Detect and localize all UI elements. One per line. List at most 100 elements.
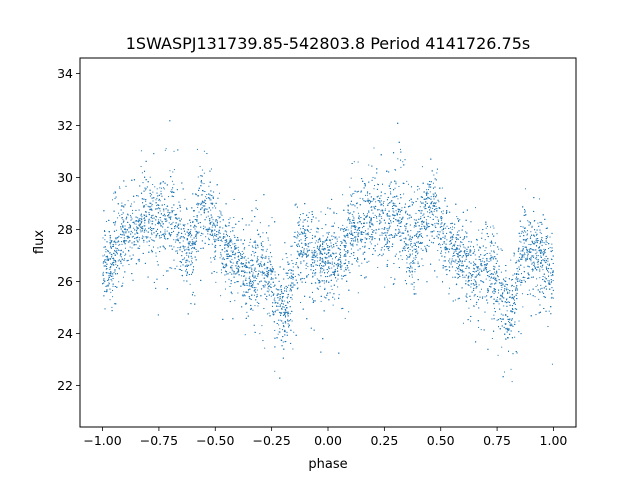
- data-point: [137, 217, 139, 219]
- data-point: [514, 336, 516, 338]
- data-point: [122, 205, 124, 207]
- data-point: [121, 217, 123, 219]
- data-point: [222, 237, 224, 239]
- data-point: [154, 215, 156, 217]
- data-point: [547, 235, 549, 237]
- data-point: [522, 306, 524, 308]
- data-point: [173, 150, 175, 152]
- data-point: [212, 219, 214, 221]
- data-point: [298, 232, 300, 234]
- data-point: [530, 260, 532, 262]
- data-point: [464, 252, 466, 254]
- data-point: [229, 260, 231, 262]
- data-point: [547, 260, 549, 262]
- data-point: [364, 245, 366, 247]
- data-point: [488, 260, 490, 262]
- data-point: [138, 218, 140, 220]
- data-point: [413, 219, 415, 221]
- data-point: [245, 303, 247, 305]
- data-point: [328, 270, 330, 272]
- data-point: [356, 207, 358, 209]
- data-point: [120, 260, 122, 262]
- data-point: [392, 236, 394, 238]
- data-point: [498, 303, 500, 305]
- data-point: [478, 229, 480, 231]
- data-point: [202, 233, 204, 235]
- data-point: [483, 282, 485, 284]
- data-point: [184, 198, 186, 200]
- data-point: [493, 244, 495, 246]
- data-point: [449, 237, 451, 239]
- data-point: [470, 280, 472, 282]
- data-point: [489, 279, 491, 281]
- data-point: [539, 246, 541, 248]
- data-point: [214, 224, 216, 226]
- data-point: [501, 301, 503, 303]
- data-point: [322, 268, 324, 270]
- data-point: [490, 283, 492, 285]
- data-point: [408, 214, 410, 216]
- data-point: [446, 269, 448, 271]
- data-point: [316, 253, 318, 255]
- data-point: [150, 202, 152, 204]
- data-point: [311, 250, 313, 252]
- data-point: [235, 245, 237, 247]
- data-point: [214, 233, 216, 235]
- data-point: [413, 226, 415, 228]
- data-point: [395, 253, 397, 255]
- data-point: [140, 220, 142, 222]
- data-point: [339, 252, 341, 253]
- data-point: [480, 280, 482, 282]
- data-point: [118, 235, 120, 237]
- data-point: [520, 232, 522, 234]
- data-point: [282, 258, 284, 260]
- data-point: [395, 181, 397, 183]
- data-point: [122, 230, 124, 232]
- data-point: [284, 315, 286, 317]
- data-point: [196, 148, 198, 150]
- data-point: [112, 285, 114, 287]
- data-point: [173, 210, 175, 212]
- data-point: [387, 232, 389, 234]
- data-point: [536, 256, 538, 258]
- data-point: [406, 254, 408, 256]
- data-point: [391, 208, 393, 210]
- data-point: [163, 204, 165, 206]
- data-point: [163, 188, 165, 190]
- data-point: [274, 370, 276, 372]
- data-point: [219, 221, 221, 223]
- data-point: [118, 281, 120, 283]
- data-point: [277, 333, 279, 335]
- data-point: [104, 254, 106, 256]
- data-point: [278, 324, 280, 326]
- data-point: [290, 318, 292, 320]
- data-point: [128, 241, 130, 243]
- data-point: [129, 215, 131, 217]
- data-point: [344, 317, 346, 319]
- data-point: [454, 254, 456, 256]
- data-point: [544, 242, 546, 244]
- data-point: [232, 243, 234, 245]
- data-point: [140, 165, 142, 167]
- data-point: [151, 234, 153, 236]
- data-point: [417, 210, 419, 212]
- data-point: [404, 229, 406, 231]
- data-point: [307, 266, 309, 268]
- data-point: [528, 248, 530, 250]
- data-point: [156, 261, 158, 263]
- data-point: [114, 270, 116, 272]
- data-point: [474, 271, 476, 273]
- data-point: [342, 228, 344, 230]
- data-point: [363, 214, 365, 216]
- data-point: [121, 243, 123, 245]
- data-point: [367, 232, 369, 234]
- data-point: [232, 262, 234, 264]
- data-point: [175, 241, 177, 243]
- data-point: [485, 254, 487, 256]
- data-point: [205, 196, 207, 198]
- data-point: [511, 318, 513, 320]
- data-point: [266, 299, 268, 301]
- data-point: [378, 209, 380, 211]
- data-point: [105, 251, 107, 253]
- data-point: [121, 205, 123, 207]
